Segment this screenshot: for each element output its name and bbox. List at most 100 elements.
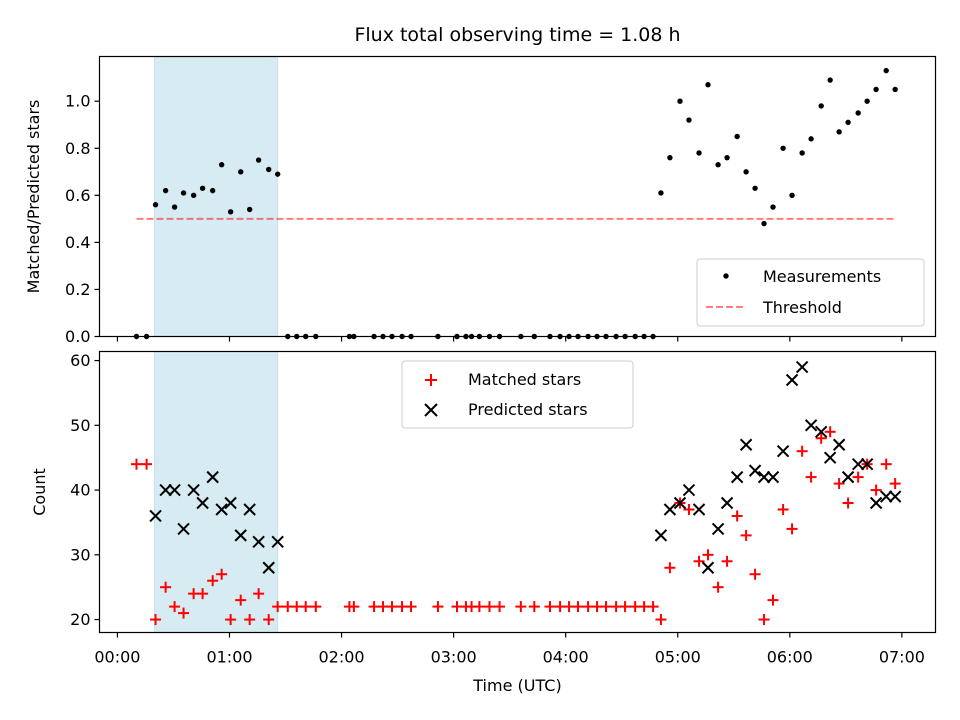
- matched-star-point: [824, 426, 836, 438]
- bottom-axes-frame: [98, 350, 937, 634]
- bottom-y-tick-label: 20: [70, 610, 90, 629]
- matched-star-point: [749, 568, 761, 580]
- matched-star-point: [130, 458, 142, 470]
- x-tick-label: 05:00: [655, 648, 701, 667]
- predicted-star-point-b: [795, 360, 809, 374]
- legend-label-matched: Matched stars: [468, 370, 581, 389]
- top-y-ticks: 0.0 0.2 0.4 0.6 0.8 1.0: [65, 92, 100, 346]
- predicted-star-point: [739, 438, 753, 451]
- matched-star-point: [693, 555, 705, 567]
- shaded-observing-window: [153, 351, 279, 633]
- predicted-star-point-b: [766, 470, 780, 484]
- predicted-star-point-b: [234, 529, 247, 542]
- measurement-point: [227, 209, 234, 215]
- matched-star-point: [815, 432, 827, 444]
- measurement-point: [162, 187, 169, 194]
- matched-star-point: [473, 601, 485, 613]
- predicted-star-point: [720, 496, 734, 510]
- predicted-star-point: [654, 529, 668, 542]
- matched-star-point: [600, 601, 612, 613]
- predicted-star-point: [243, 503, 256, 516]
- top-axes-frame: [98, 55, 937, 338]
- predicted-star-point-b: [851, 457, 865, 471]
- predicted-star-point: [177, 522, 190, 536]
- measurement-point: [789, 192, 795, 199]
- predicted-star-point: [234, 529, 247, 542]
- measurement-point: [770, 204, 776, 210]
- top-y-tick-label: 0.4: [65, 233, 90, 252]
- predicted-star-point-b: [748, 464, 762, 477]
- measurement-point: [724, 154, 730, 161]
- matched-star-point: [712, 581, 724, 593]
- predicted-star-point: [776, 445, 790, 458]
- measurement-point: [199, 185, 206, 191]
- matched-star-point: [216, 568, 228, 580]
- predicted-star-point: [730, 470, 744, 484]
- top-y-tick-label: 0.6: [65, 186, 90, 205]
- predicted-star-point-b: [168, 483, 181, 497]
- predicted-star-point-b: [224, 496, 237, 510]
- measurement-point: [743, 169, 749, 175]
- measurement-point: [190, 192, 197, 199]
- predicted-star-point: [888, 490, 902, 503]
- measurement-point: [799, 150, 805, 156]
- matched-star-point: [253, 588, 265, 600]
- predicted-star-point-b: [692, 503, 706, 516]
- predicted-star-point: [869, 496, 883, 510]
- x-tick-label: 03:00: [431, 648, 477, 667]
- matched-star-point: [515, 601, 527, 613]
- measurement-point: [715, 162, 721, 168]
- measurement-point: [845, 119, 851, 126]
- measurement-point: [218, 162, 225, 168]
- top-shaded-interval: [153, 56, 279, 337]
- predicted-star-point-b: [841, 470, 855, 484]
- predicted-star-point-b: [730, 470, 744, 484]
- matched-star-point: [169, 601, 181, 613]
- matched-star-point: [758, 614, 770, 626]
- matched-star-point: [777, 503, 789, 515]
- x-tick-label: 01:00: [206, 648, 252, 667]
- matched-star-point: [544, 601, 556, 613]
- predicted-star-point-b: [654, 529, 668, 542]
- matched-star-point: [483, 601, 495, 613]
- predicted-star-point: [159, 483, 172, 497]
- bottom-y-tick-label: 50: [70, 416, 90, 435]
- predicted-star-point-b: [252, 535, 265, 549]
- predicted-star-point: [206, 470, 219, 484]
- matched-star-point: [740, 529, 752, 541]
- predicted-star-point-b: [739, 438, 753, 451]
- predicted-star-point: [785, 373, 799, 387]
- predicted-star-point-b: [663, 503, 677, 516]
- predicted-star-point-b: [757, 470, 771, 484]
- matched-star-point: [852, 471, 864, 483]
- bottom-y-tick-label: 60: [70, 351, 90, 370]
- matched-star-point: [386, 601, 398, 613]
- predicted-star-point: [692, 503, 706, 516]
- predicted-star-point: [851, 457, 865, 471]
- measurement-point: [686, 117, 692, 123]
- measurement-point: [892, 86, 898, 93]
- matched-star-point: [683, 503, 695, 515]
- measurement-point: [873, 86, 879, 93]
- matched-star-point: [405, 601, 417, 613]
- matched-star-point: [870, 484, 882, 496]
- predicted-star-point: [262, 561, 275, 574]
- shaded-observing-window: [153, 56, 279, 337]
- predicted-star-point: [196, 496, 209, 510]
- matched-star-point: [702, 549, 714, 561]
- matched-star-point: [207, 575, 219, 587]
- measurement-point: [274, 171, 281, 177]
- legend-marker-measurements: [723, 273, 729, 279]
- measurement-point: [238, 169, 244, 175]
- bottom-y-axis-label: Count: [30, 468, 49, 516]
- bottom-panel: 20 30 40 50 60 00:00 01:00 02:00 03:00 04:00 05:0…: [30, 350, 937, 695]
- matched-star-point: [160, 581, 172, 593]
- bottom-y-tick-label: 40: [70, 481, 90, 500]
- measurement-point: [734, 133, 740, 140]
- predicted-star-point-b: [814, 425, 828, 438]
- predicted-star-point-b: [682, 483, 696, 497]
- matched-star-point: [225, 614, 237, 626]
- matched-star-point: [310, 601, 322, 613]
- predicted-star-points: [149, 360, 902, 574]
- predicted-star-point: [168, 483, 181, 497]
